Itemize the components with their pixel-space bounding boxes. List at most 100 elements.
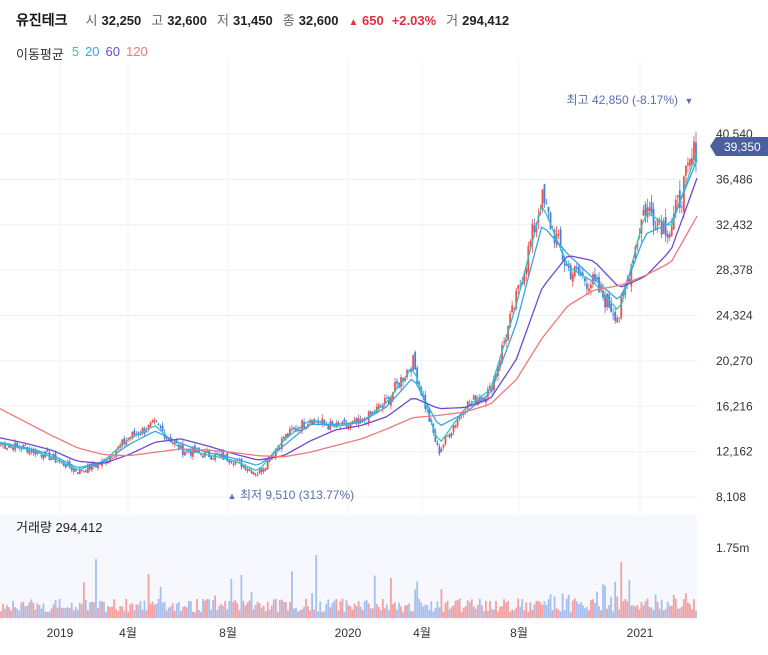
stock-header: 유진테크 시 32,250 고 32,600 저 31,450 종 32,600…: [16, 10, 758, 32]
candle-body: [357, 418, 360, 425]
candle-body: [594, 274, 596, 281]
volume-bar: [34, 609, 37, 618]
volume-bar: [293, 608, 295, 618]
volume-bar: [351, 609, 354, 618]
candle-body: [654, 226, 657, 230]
volume-bar: [117, 611, 120, 618]
candle-body: [505, 339, 507, 342]
x-tick-label: 2020: [335, 626, 362, 640]
volume-bar: [272, 599, 275, 618]
candle-body: [16, 442, 19, 446]
candle-body: [678, 190, 681, 209]
volume-bar: [260, 607, 263, 618]
volume-bar: [141, 609, 144, 618]
volume-bar: [204, 600, 206, 618]
volume-bar: [523, 610, 526, 618]
candle-body: [44, 451, 47, 458]
candle-body: [258, 469, 261, 474]
candle-body: [200, 453, 202, 455]
volume-bar: [487, 610, 489, 618]
volume-bar: [563, 610, 566, 618]
candle-body: [72, 468, 75, 472]
y-tick-label: 16,216: [716, 399, 753, 413]
volume-bar: [507, 600, 510, 618]
candle-body: [206, 450, 208, 452]
volume-bar: [347, 605, 350, 618]
volume-bar: [10, 610, 13, 618]
candle-body: [262, 469, 265, 472]
volume-bar: [638, 609, 641, 618]
volume-bar: [38, 604, 41, 618]
volume-bar: [573, 598, 576, 618]
volume-bar: [418, 598, 421, 618]
candle-body: [125, 440, 128, 445]
candle-body: [240, 458, 243, 468]
candle-body: [355, 418, 358, 424]
volume-bar: [452, 605, 455, 618]
candle-body: [670, 226, 673, 236]
volume-bar: [448, 609, 451, 618]
volume-bar: [470, 599, 473, 618]
volume-bar: [218, 605, 221, 618]
ma-60-label[interactable]: 60: [105, 44, 121, 59]
volume-bar: [369, 608, 372, 618]
volume-bar: [527, 611, 530, 618]
volume-bar: [420, 602, 423, 618]
volume-bar: [545, 605, 548, 618]
volume-bar: [684, 593, 687, 618]
candle-body: [444, 435, 447, 445]
volume-bar: [672, 594, 675, 618]
volume-bar: [333, 600, 336, 618]
ma-20-label[interactable]: 20: [85, 44, 100, 59]
volume-bar: [149, 603, 152, 618]
volume-bar: [476, 604, 479, 618]
volume-bar: [248, 600, 251, 618]
open-value: 32,250: [101, 13, 142, 28]
candle-body: [390, 396, 392, 406]
ma-5-line: [0, 150, 698, 472]
candle-body: [313, 419, 316, 425]
volume-bar: [171, 603, 174, 618]
candle-body: [167, 438, 170, 440]
volume-bar: [695, 610, 697, 618]
candle-body: [456, 419, 459, 426]
volume-bar: [652, 610, 655, 618]
high-label: 고: [151, 13, 164, 28]
volume-bar: [359, 606, 362, 618]
volume-bar: [181, 606, 184, 618]
volume-bar: [222, 605, 225, 618]
candle-body: [495, 373, 497, 378]
ma-5-label[interactable]: 5: [71, 44, 80, 59]
volume-bar: [497, 611, 499, 618]
candle-body: [604, 294, 606, 308]
volume-bar: [262, 605, 265, 618]
y-tick-label: 12,162: [716, 445, 753, 459]
volume-bar: [357, 601, 360, 618]
volume-bar: [224, 600, 227, 618]
candle-body: [147, 424, 150, 430]
triangle-up-icon: ▲: [228, 491, 237, 501]
candle-body: [309, 421, 312, 424]
ma-120-label[interactable]: 120: [126, 44, 148, 59]
volume-bar: [167, 607, 170, 618]
volume-bar: [472, 606, 475, 618]
volume-bar: [620, 561, 623, 618]
volume-bar: [54, 600, 57, 618]
candle-body: [616, 317, 619, 323]
volume-bar: [565, 598, 568, 618]
candle-body: [84, 470, 87, 473]
y-tick-label: 24,324: [716, 309, 753, 323]
candle-body: [171, 442, 174, 444]
open-label: 시: [85, 13, 98, 28]
volume-bar: [381, 599, 384, 618]
volume-bar: [442, 611, 445, 618]
candle-body: [551, 226, 554, 228]
moving-average-title[interactable]: 이동평균: [16, 47, 64, 62]
candle-body: [212, 458, 215, 460]
volume-bar: [575, 601, 578, 618]
candle-body: [434, 431, 437, 443]
volume-bar: [363, 601, 366, 618]
low-label: 저: [217, 13, 229, 28]
volume-bar: [373, 575, 376, 618]
